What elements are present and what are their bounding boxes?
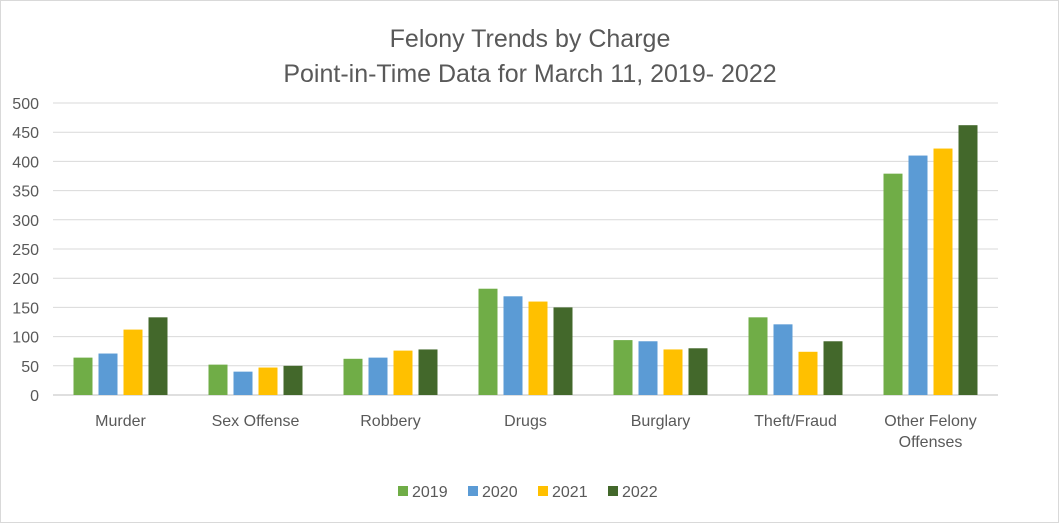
category-label: Sex Offense [212, 413, 300, 430]
x-axis-categories: Murder Sex Offense Robbery Drugs Burglary The… [95, 413, 977, 451]
chart-subtitle: Point-in-Time Data for March 11, 2019- 2… [283, 60, 776, 88]
y-tick-label: 500 [12, 96, 39, 113]
legend-swatch-2021 [538, 486, 548, 496]
legend-label-2019: 2019 [412, 484, 448, 501]
bar-2020-burglary [639, 341, 658, 395]
bar-2021-robbery [394, 351, 413, 395]
bar-2022-theft-fraud [824, 341, 843, 395]
bar-2022-drugs [554, 307, 573, 395]
y-tick-label: 0 [30, 388, 39, 405]
bars [74, 125, 978, 395]
category-label: Murder [95, 413, 146, 430]
chart-title: Felony Trends by Charge [390, 25, 671, 53]
y-tick-label: 100 [12, 330, 39, 347]
y-tick-label: 150 [12, 300, 39, 317]
y-tick-label: 400 [12, 154, 39, 171]
bar-2019-other-felony-offenses [884, 174, 903, 395]
y-axis-ticks: 0 50 100 150 200 250 300 350 400 450 500 [12, 96, 39, 405]
gridlines [53, 103, 998, 395]
bar-2020-other-felony-offenses [909, 156, 928, 395]
legend-swatch-2022 [608, 486, 618, 496]
legend-label-2020: 2020 [482, 484, 518, 501]
bar-2021-theft-fraud [799, 352, 818, 395]
bar-2020-theft-fraud [774, 324, 793, 395]
bar-2022-burglary [689, 348, 708, 395]
bar-2021-burglary [664, 349, 683, 395]
bar-2020-robbery [369, 358, 388, 395]
bar-2021-other-felony-offenses [934, 149, 953, 395]
bar-2022-murder [149, 317, 168, 395]
bar-2022-sex-offense [284, 366, 303, 395]
bar-2022-other-felony-offenses [959, 125, 978, 395]
bar-2019-drugs [479, 289, 498, 395]
category-label: Drugs [504, 413, 547, 430]
bar-2022-robbery [419, 349, 438, 395]
bar-2020-drugs [504, 296, 523, 395]
bar-2020-murder [99, 354, 118, 395]
bar-2019-robbery [344, 359, 363, 395]
bar-2021-drugs [529, 302, 548, 395]
category-label: Other Felony Offenses [884, 413, 976, 451]
bar-2021-sex-offense [259, 368, 278, 395]
y-tick-label: 300 [12, 213, 39, 230]
bar-2019-burglary [614, 340, 633, 395]
legend: 2019 2020 2021 2022 [398, 484, 658, 501]
y-tick-label: 350 [12, 184, 39, 201]
y-tick-label: 450 [12, 125, 39, 142]
legend-swatch-2020 [468, 486, 478, 496]
y-tick-label: 50 [21, 359, 39, 376]
bar-2019-theft-fraud [749, 317, 768, 395]
category-label: Burglary [631, 413, 691, 430]
legend-label-2022: 2022 [622, 484, 658, 501]
y-tick-label: 200 [12, 271, 39, 288]
category-label: Robbery [360, 413, 420, 430]
bar-2019-murder [74, 358, 93, 395]
legend-label-2021: 2021 [552, 484, 588, 501]
bar-2019-sex-offense [209, 365, 228, 395]
bar-2020-sex-offense [234, 372, 253, 395]
category-label: Theft/Fraud [754, 413, 837, 430]
y-tick-label: 250 [12, 242, 39, 259]
bar-2021-murder [124, 330, 143, 395]
legend-swatch-2019 [398, 486, 408, 496]
